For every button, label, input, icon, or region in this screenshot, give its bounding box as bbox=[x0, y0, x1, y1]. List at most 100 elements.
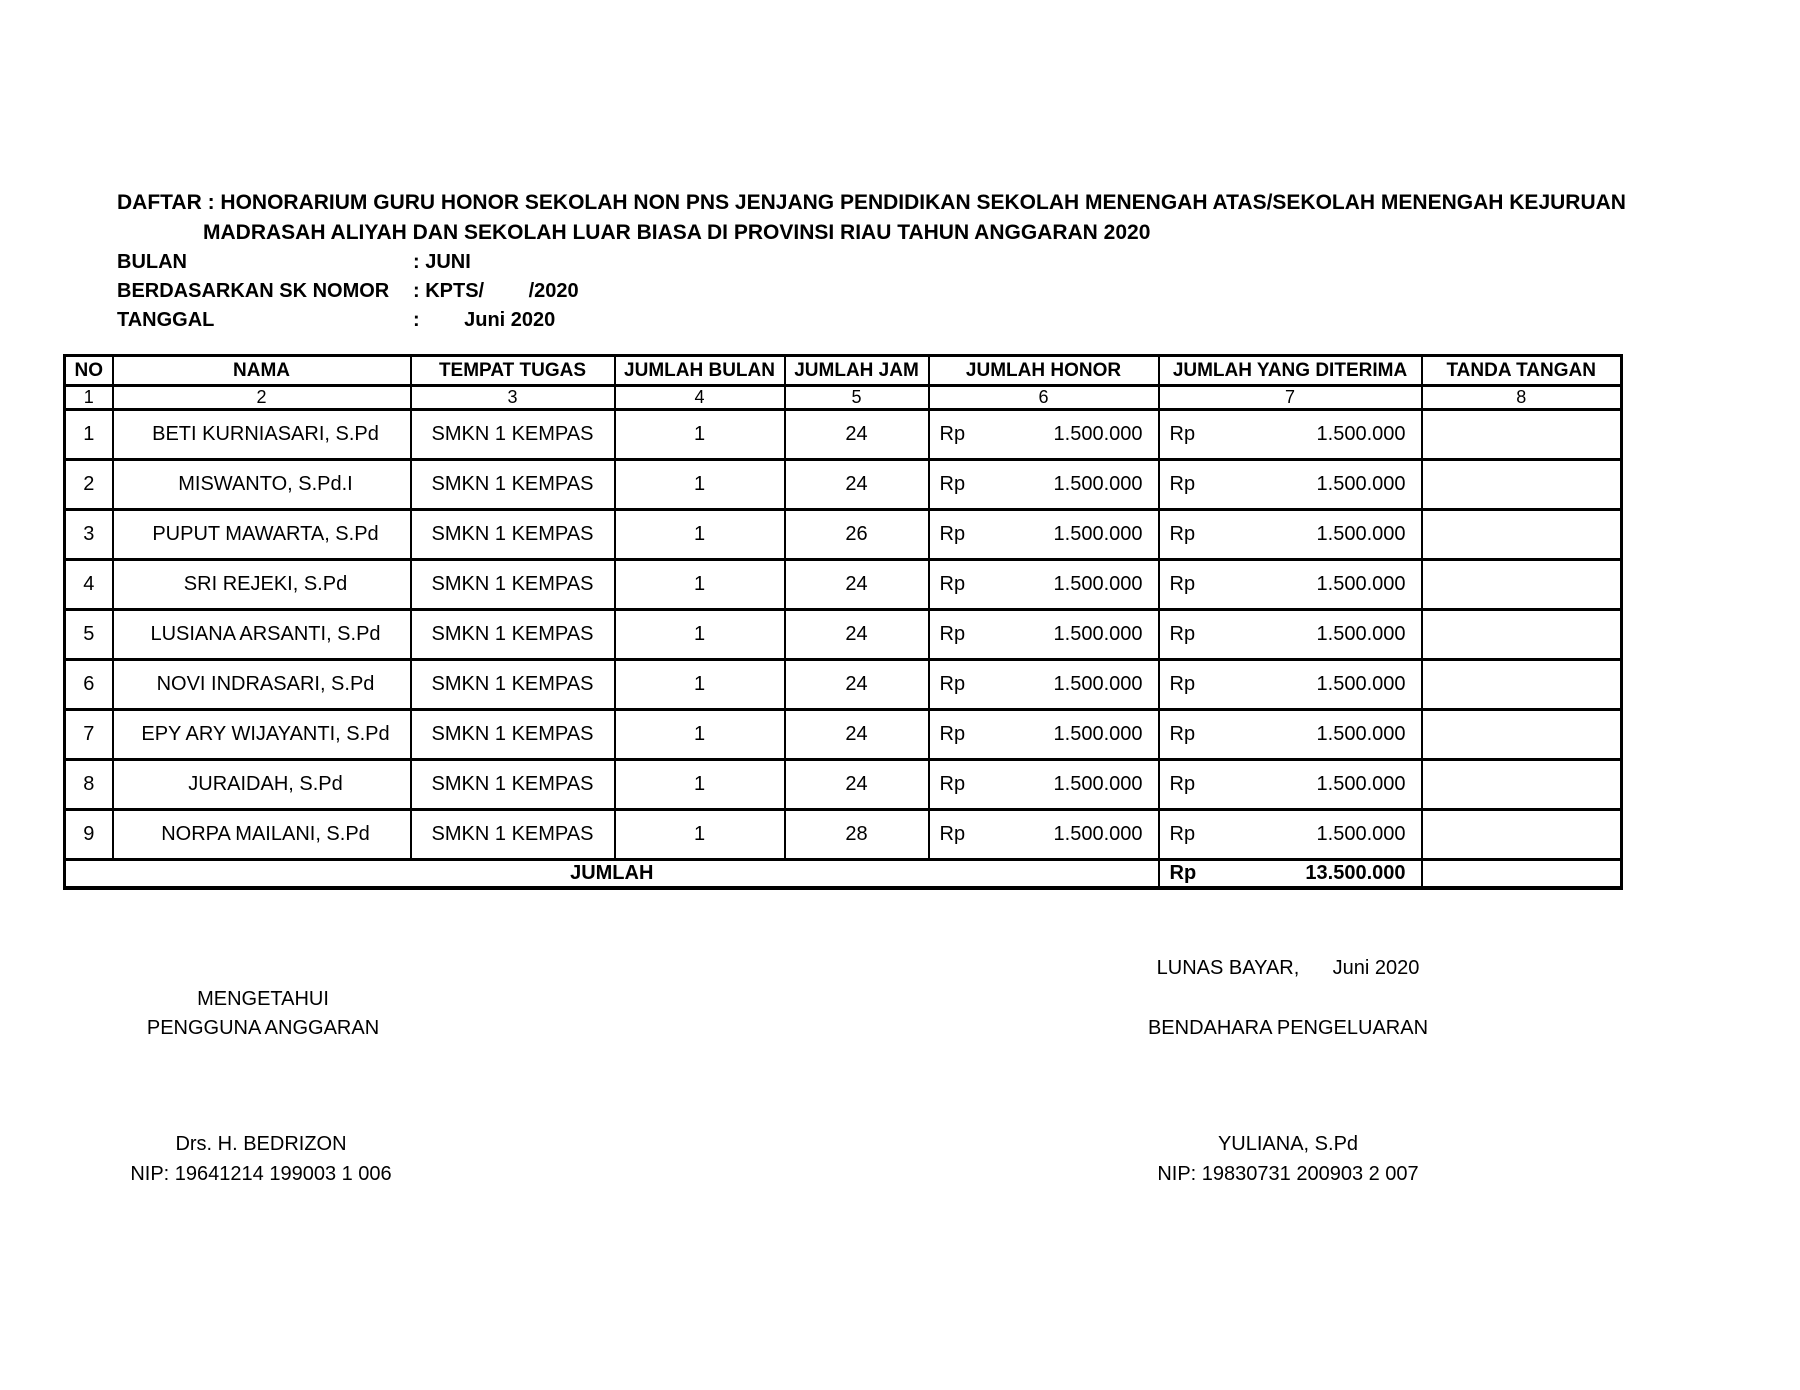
total-signature-cell bbox=[1420, 858, 1623, 889]
meta-label-tanggal: TANGGAL bbox=[117, 309, 215, 331]
cell-no: 9 bbox=[63, 808, 114, 861]
header-jumlah-bulan: JUMLAH BULAN bbox=[613, 354, 786, 387]
cell-tanda-tangan bbox=[1420, 558, 1623, 611]
table-row: 6 NOVI INDRASARI, S.Pd SMKN 1 KEMPAS 1 24 Rp 1… bbox=[63, 658, 1623, 711]
cell-tempat-tugas: SMKN 1 KEMPAS bbox=[409, 658, 616, 711]
cell-tempat-tugas: SMKN 1 KEMPAS bbox=[409, 608, 616, 661]
cell-no: 6 bbox=[63, 658, 114, 711]
cell-tempat-tugas: SMKN 1 KEMPAS bbox=[409, 808, 616, 861]
cell-tempat-tugas: SMKN 1 KEMPAS bbox=[409, 458, 616, 511]
cell-jumlah-honor: Rp 1.500.000 bbox=[927, 758, 1160, 811]
meta-row-bulan: BULAN : JUNI bbox=[117, 248, 579, 277]
cell-jumlah-honor: Rp 1.500.000 bbox=[927, 508, 1160, 561]
column-number: 6 bbox=[927, 384, 1160, 411]
amount-value: 1.500.000 bbox=[1053, 723, 1143, 745]
approver-name: Drs. H. BEDRIZON bbox=[175, 1133, 347, 1155]
table-header-row: NO NAMA TEMPAT TUGAS JUMLAH BULAN JUMLAH… bbox=[63, 354, 1623, 387]
cell-jumlah-bulan: 1 bbox=[613, 508, 786, 561]
currency-symbol: Rp bbox=[939, 423, 966, 445]
currency-symbol: Rp bbox=[1169, 823, 1196, 845]
table-row: 4 SRI REJEKI, S.Pd SMKN 1 KEMPAS 1 24 Rp 1.500… bbox=[63, 558, 1623, 611]
cell-jumlah-bulan: 1 bbox=[613, 658, 786, 711]
header-nama: NAMA bbox=[111, 354, 412, 387]
cell-jumlah-diterima: Rp 1.500.000 bbox=[1157, 658, 1423, 711]
column-number-row: 1 2 3 4 5 6 7 8 bbox=[63, 384, 1623, 411]
cell-jumlah-jam: 24 bbox=[783, 408, 930, 461]
cell-jumlah-jam: 24 bbox=[783, 558, 930, 611]
cell-jumlah-diterima: Rp 1.500.000 bbox=[1157, 558, 1423, 611]
amount-value: 1.500.000 bbox=[1053, 423, 1143, 445]
table-row: 5 LUSIANA ARSANTI, S.Pd SMKN 1 KEMPAS 1 24 Rp… bbox=[63, 608, 1623, 661]
cell-no: 4 bbox=[63, 558, 114, 611]
cell-nama: SRI REJEKI, S.Pd bbox=[111, 558, 412, 611]
cell-jumlah-bulan: 1 bbox=[613, 758, 786, 811]
cell-no: 2 bbox=[63, 458, 114, 511]
currency-symbol: Rp bbox=[939, 473, 966, 495]
currency-symbol: Rp bbox=[939, 573, 966, 595]
cell-jumlah-bulan: 1 bbox=[613, 408, 786, 461]
cell-no: 3 bbox=[63, 508, 114, 561]
column-number: 8 bbox=[1420, 384, 1623, 411]
cell-jumlah-diterima: Rp 1.500.000 bbox=[1157, 708, 1423, 761]
cell-no: 1 bbox=[63, 408, 114, 461]
cell-no: 7 bbox=[63, 708, 114, 761]
header-tempat-tugas: TEMPAT TUGAS bbox=[409, 354, 616, 387]
document-title: DAFTAR : HONORARIUM GURU HONOR SEKOLAH N… bbox=[117, 188, 1626, 248]
cell-nama: PUPUT MAWARTA, S.Pd bbox=[111, 508, 412, 561]
header-jumlah-jam: JUMLAH JAM bbox=[783, 354, 930, 387]
cell-jumlah-diterima: Rp 1.500.000 bbox=[1157, 608, 1423, 661]
amount-value: 1.500.000 bbox=[1053, 823, 1143, 845]
cell-jumlah-jam: 24 bbox=[783, 758, 930, 811]
amount-value: 1.500.000 bbox=[1316, 623, 1406, 645]
table-row: 2 MISWANTO, S.Pd.I SMKN 1 KEMPAS 1 24 Rp 1.500… bbox=[63, 458, 1623, 511]
meta-value-tanggal: : Juni 2020 bbox=[413, 309, 556, 331]
mengetahui-label: MENGETAHUI bbox=[197, 988, 329, 1010]
currency-symbol: Rp bbox=[1169, 573, 1196, 595]
meta-row-sk-nomor: BERDASARKAN SK NOMOR : KPTS/ /2020 bbox=[117, 277, 579, 306]
honor-table: NO NAMA TEMPAT TUGAS JUMLAH BULAN JUMLAH… bbox=[63, 354, 1623, 890]
currency-symbol: Rp bbox=[1169, 861, 1197, 884]
cell-jumlah-jam: 28 bbox=[783, 808, 930, 861]
column-number: 4 bbox=[613, 384, 786, 411]
total-row: JUMLAH Rp 13.500.000 bbox=[63, 858, 1623, 889]
cell-tanda-tangan bbox=[1420, 808, 1623, 861]
column-number: 3 bbox=[409, 384, 616, 411]
header-jumlah-honor: JUMLAH HONOR bbox=[927, 354, 1160, 387]
amount-value: 1.500.000 bbox=[1316, 423, 1406, 445]
title-line-2: MADRASAH ALIYAH DAN SEKOLAH LUAR BIASA D… bbox=[203, 221, 1151, 244]
cell-nama: EPY ARY WIJAYANTI, S.Pd bbox=[111, 708, 412, 761]
cell-jumlah-honor: Rp 1.500.000 bbox=[927, 408, 1160, 461]
meta-value-sk-nomor: : KPTS/ /2020 bbox=[413, 280, 579, 302]
currency-symbol: Rp bbox=[1169, 623, 1196, 645]
table-row: 9 NORPA MAILANI, S.Pd SMKN 1 KEMPAS 1 28 Rp 1.… bbox=[63, 808, 1623, 861]
treasurer-name: YULIANA, S.Pd bbox=[1217, 1133, 1359, 1155]
bendahara-pengeluaran-label: BENDAHARA PENGELUARAN bbox=[1147, 1017, 1429, 1039]
cell-jumlah-bulan: 1 bbox=[613, 608, 786, 661]
cell-jumlah-jam: 24 bbox=[783, 458, 930, 511]
cell-nama: NORPA MAILANI, S.Pd bbox=[111, 808, 412, 861]
amount-value: 1.500.000 bbox=[1053, 523, 1143, 545]
cell-jumlah-jam: 24 bbox=[783, 658, 930, 711]
header-no: NO bbox=[63, 354, 114, 387]
column-number: 1 bbox=[63, 384, 114, 411]
currency-symbol: Rp bbox=[1169, 673, 1196, 695]
currency-symbol: Rp bbox=[939, 723, 966, 745]
currency-symbol: Rp bbox=[939, 623, 966, 645]
header-jumlah-yang-diterima: JUMLAH YANG DITERIMA bbox=[1157, 354, 1423, 387]
cell-jumlah-honor: Rp 1.500.000 bbox=[927, 658, 1160, 711]
cell-tanda-tangan bbox=[1420, 508, 1623, 561]
cell-jumlah-diterima: Rp 1.500.000 bbox=[1157, 458, 1423, 511]
cell-jumlah-honor: Rp 1.500.000 bbox=[927, 558, 1160, 611]
cell-tempat-tugas: SMKN 1 KEMPAS bbox=[409, 408, 616, 461]
meta-label-sk-nomor: BERDASARKAN SK NOMOR bbox=[117, 280, 390, 302]
cell-jumlah-bulan: 1 bbox=[613, 708, 786, 761]
currency-symbol: Rp bbox=[1169, 723, 1196, 745]
amount-value: 1.500.000 bbox=[1053, 773, 1143, 795]
table-row: 1 BETI KURNIASARI, S.Pd SMKN 1 KEMPAS 1 24 Rp… bbox=[63, 408, 1623, 461]
cell-tempat-tugas: SMKN 1 KEMPAS bbox=[409, 508, 616, 561]
amount-value: 1.500.000 bbox=[1316, 673, 1406, 695]
cell-jumlah-diterima: Rp 1.500.000 bbox=[1157, 408, 1423, 461]
cell-jumlah-jam: 26 bbox=[783, 508, 930, 561]
cell-nama: LUSIANA ARSANTI, S.Pd bbox=[111, 608, 412, 661]
cell-tempat-tugas: SMKN 1 KEMPAS bbox=[409, 708, 616, 761]
